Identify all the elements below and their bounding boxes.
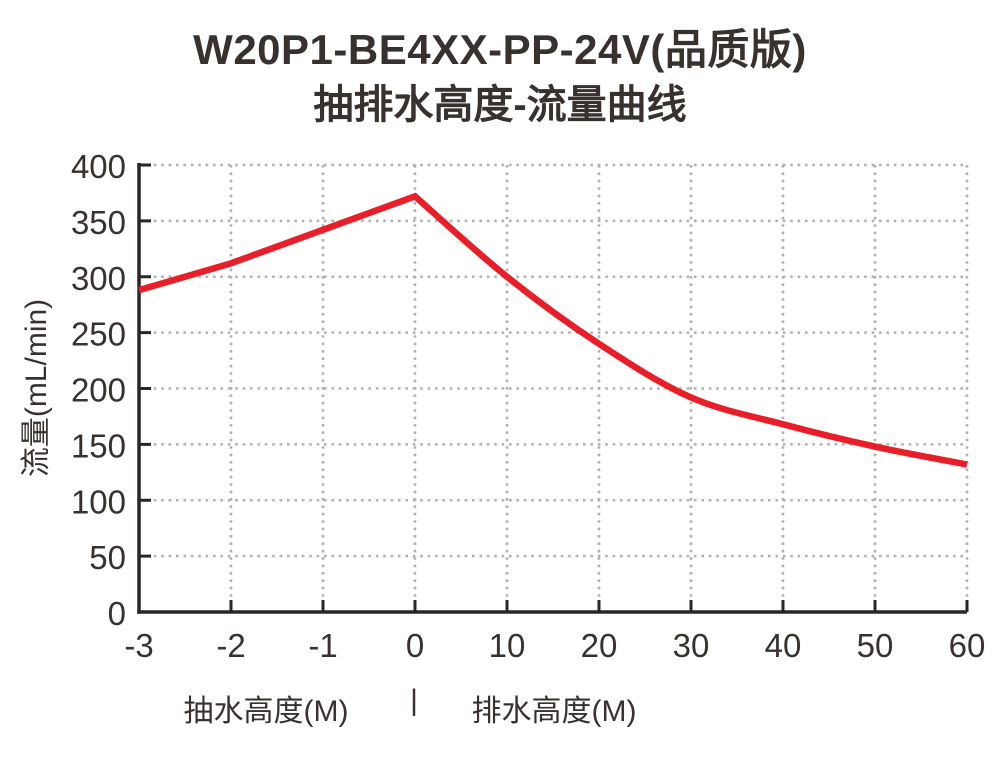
x-tick-label: 30 [673, 627, 710, 664]
y-tick-label: 200 [71, 372, 126, 409]
x-axis-label-separator: | [410, 684, 418, 717]
y-tick-label: 150 [71, 427, 126, 464]
x-tick-label: -3 [124, 627, 153, 664]
y-tick-label: 350 [71, 204, 126, 241]
grid-lines [139, 163, 969, 612]
y-tick-label: 0 [108, 595, 126, 632]
x-tick-label: 50 [857, 627, 894, 664]
x-axis-label-discharge: 排水高度(M) [471, 695, 637, 728]
y-tick-label: 400 [71, 148, 126, 185]
y-tick-label: 50 [89, 539, 126, 576]
x-tick-label: 60 [949, 627, 986, 664]
y-tick-labels: 0 50 100 150 200 250 300 350 400 [71, 148, 126, 632]
tick-marks [137, 163, 969, 614]
x-tick-label: -2 [216, 627, 245, 664]
y-tick-label: 300 [71, 260, 126, 297]
y-tick-label: 100 [71, 483, 126, 520]
flow-curve [138, 192, 968, 468]
x-tick-label: 40 [765, 627, 802, 664]
chart-title-subtitle: 抽排水高度-流量曲线 [313, 83, 687, 127]
x-axis-label-suction: 抽水高度(M) [183, 695, 349, 728]
y-tick-label: 250 [71, 316, 126, 353]
x-tick-label: 10 [489, 627, 526, 664]
x-tick-label: -1 [308, 627, 337, 664]
x-tick-label: 0 [406, 627, 424, 664]
x-tick-label: 20 [581, 627, 618, 664]
chart-title-model: W20P1-BE4XX-PP-24V(品质版) [193, 26, 807, 73]
x-tick-labels: -3 -2 -1 0 10 20 30 40 50 60 [124, 627, 985, 664]
